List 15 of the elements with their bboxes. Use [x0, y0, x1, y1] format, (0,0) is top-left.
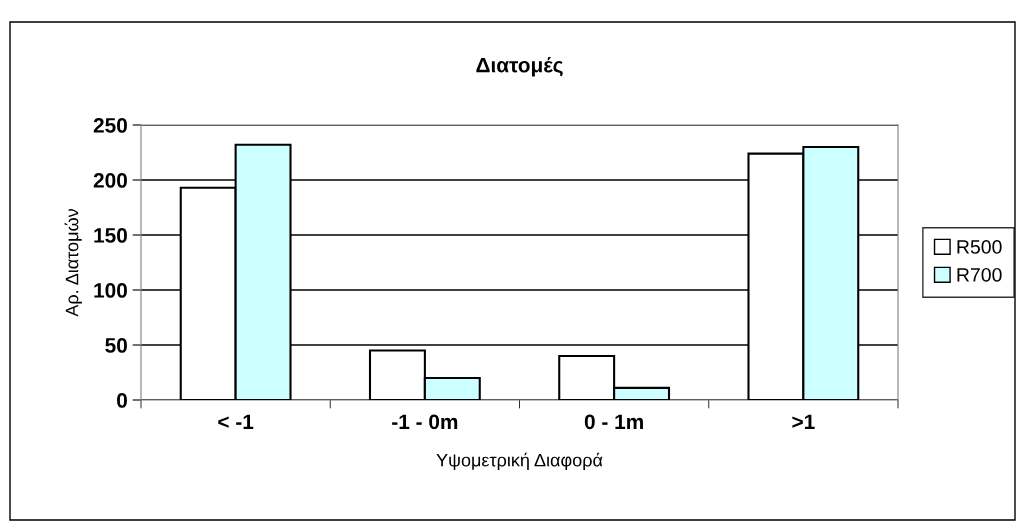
y-tick-label: 200	[93, 173, 127, 188]
x-tick-label: < -1	[218, 414, 254, 429]
x-axis-title: Υψομετρική Διαφορά	[436, 452, 603, 471]
y-tick-label: 150	[94, 228, 127, 243]
x-tick-label: >1	[792, 414, 815, 429]
x-tick-label: 0 - 1m	[584, 414, 643, 430]
y-tick-label: 50	[105, 338, 127, 353]
legend-label: R700	[957, 267, 1002, 282]
legend-label: R500	[957, 240, 1002, 254]
x-tick-label: -1 - 0m	[392, 414, 458, 430]
y-tick-label: 100	[94, 283, 127, 298]
y-axis-title: Αρ. Διατομών	[64, 209, 82, 317]
chart-title: Διατομές	[476, 56, 563, 77]
y-tick-label: 250	[93, 118, 127, 133]
y-tick-label: 0	[117, 393, 127, 408]
